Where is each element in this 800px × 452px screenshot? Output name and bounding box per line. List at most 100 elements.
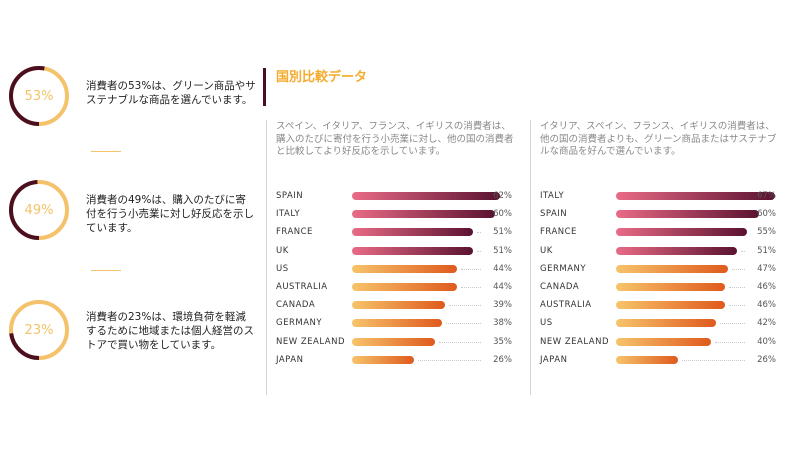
ring-1-arc (9, 66, 69, 126)
bar-category-label: SPAIN (540, 209, 568, 220)
bar-value-label: 51% (493, 227, 512, 238)
bar (616, 210, 759, 219)
bar-category-label: FRANCE (540, 227, 577, 238)
panel-separator-left (266, 120, 267, 395)
ring-chart-3: 23% (8, 299, 70, 361)
bar-leader-dots (460, 268, 481, 270)
bar (616, 246, 738, 255)
bar-row: AUSTRALIA 44% (276, 280, 521, 298)
bar-leader-dots (446, 323, 481, 325)
panel-separator-middle (530, 120, 531, 395)
bar-value-label: 44% (493, 281, 512, 292)
bar-category-label: AUSTRALIA (276, 281, 328, 292)
stat-divider-2 (91, 270, 121, 271)
bar-value-label: 55% (757, 227, 776, 238)
bar-leader-dots (460, 286, 481, 288)
bar-category-label: ITALY (540, 191, 565, 201)
bar-row: US 42% (540, 316, 785, 334)
bar-leader-dots (729, 305, 745, 307)
bar (352, 355, 414, 364)
bar-row: FRANCE 55% (540, 225, 785, 243)
bar-row: GERMANY 38% (276, 316, 521, 334)
bar-category-label: GERMANY (540, 263, 587, 274)
bar-value-label: 39% (493, 300, 512, 311)
bar-row: UK 51% (540, 244, 785, 262)
ring-2-percent: 49% (24, 202, 54, 218)
bar-value-label: 46% (757, 281, 776, 292)
bar-row: SPAIN 62% (276, 189, 521, 207)
bar-value-label: 47% (757, 263, 776, 274)
bar-value-label: 60% (493, 209, 512, 220)
bar-category-label: FRANCE (276, 227, 313, 238)
bar-leader-dots (731, 268, 745, 270)
bar-value-label: 40% (757, 336, 776, 347)
bar-category-label: GERMANY (276, 318, 323, 329)
bar (352, 337, 436, 346)
bar-leader-dots (448, 305, 481, 307)
bar-value-label: 51% (493, 245, 512, 256)
bar-chart-2: ITALY 67% SPAIN 60% FRANCE 55% UK 51% GERMANY 47%… (540, 189, 785, 371)
bar-row: CANADA 39% (276, 298, 521, 316)
bar-value-label: 26% (493, 354, 512, 365)
bar (352, 192, 500, 200)
bar-category-label: AUSTRALIA (540, 300, 592, 311)
bar-category-label: US (276, 263, 289, 274)
bar-category-label: UK (276, 245, 289, 256)
bar-value-label: 38% (493, 318, 512, 329)
bar (616, 264, 728, 273)
bar (616, 228, 747, 237)
ring-3-percent: 23% (24, 322, 54, 338)
bar-leader-dots (681, 359, 745, 361)
bar-category-label: NEW ZEALAND (276, 336, 345, 347)
bar (352, 228, 474, 237)
bar (616, 192, 776, 200)
bar-row: JAPAN 26% (540, 353, 785, 371)
bar-value-label: 26% (757, 354, 776, 365)
bar-row: JAPAN 26% (276, 353, 521, 371)
bar (616, 319, 716, 328)
bar-row: ITALY 67% (540, 189, 785, 207)
bar-row: US 44% (276, 262, 521, 280)
bar-category-label: CANADA (276, 300, 316, 311)
bar-category-label: US (540, 318, 553, 329)
ring-chart-2: 49% (8, 179, 70, 241)
ring-chart-1: 53% (8, 65, 70, 127)
bar-leader-dots (477, 232, 481, 234)
bar-row: CANADA 46% (540, 280, 785, 298)
bar (616, 355, 678, 364)
bar-value-label: 42% (757, 318, 776, 329)
ring-3-svg (9, 300, 69, 360)
stat-2-text: 消費者の49%は、購入のたびに寄付を行う小売業に対し好反応を示しています。 (86, 194, 254, 234)
bar-category-label: UK (540, 245, 553, 256)
bar-category-label: SPAIN (276, 191, 304, 201)
bar-leader-dots (741, 250, 745, 252)
ring-1-percent: 53% (24, 88, 54, 104)
bar-row: UK 51% (276, 244, 521, 262)
bar (616, 301, 726, 310)
ring-2-arc (9, 180, 69, 240)
bar-leader-dots (715, 341, 745, 343)
bar (352, 282, 457, 291)
section-title: 国別比較データ (276, 70, 368, 85)
panel-1-description: スペイン、イタリア、フランス、イギリスの消費者は、購入のたびに寄付を行う小売業に… (276, 121, 514, 157)
bar-leader-dots (439, 341, 481, 343)
bar-category-label: JAPAN (540, 354, 568, 365)
bar-chart-1: SPAIN 62% ITALY 60% FRANCE 51% UK 51% US 44% AUSTR… (276, 189, 521, 371)
bar-value-label: 44% (493, 263, 512, 274)
bar-value-label: 51% (757, 245, 776, 256)
bar-row: NEW ZEALAND 40% (540, 335, 785, 353)
ring-2-svg (9, 180, 69, 240)
bar-value-label: 62% (493, 191, 512, 201)
bar-value-label: 60% (757, 209, 776, 220)
bar (352, 301, 445, 310)
bar (352, 246, 474, 255)
bar-category-label: CANADA (540, 281, 580, 292)
bar (616, 337, 712, 346)
bar (352, 319, 443, 328)
bar-category-label: JAPAN (276, 354, 304, 365)
stat-3-text: 消費者の23%は、環境負荷を軽減するために地域または個人経営のストアで買い物をし… (86, 311, 254, 351)
section-accent-bar (263, 68, 266, 106)
bar-row: AUSTRALIA 46% (540, 298, 785, 316)
ring-3-arc (9, 300, 69, 360)
bar-category-label: NEW ZEALAND (540, 336, 609, 347)
